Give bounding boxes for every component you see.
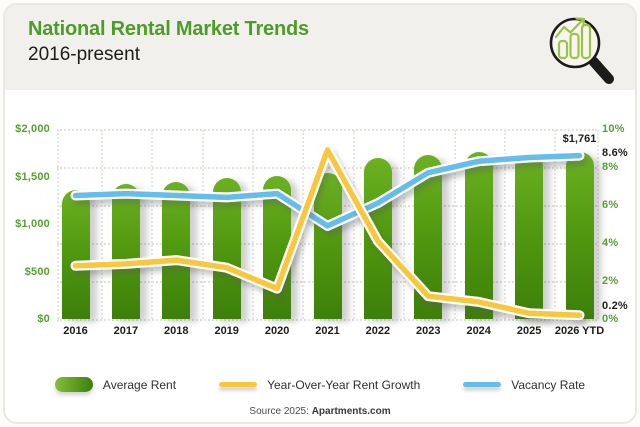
legend-label: Vacancy Rate: [511, 377, 586, 392]
magnifier-lens: [549, 17, 601, 69]
rent-growth-swatch-icon: [219, 382, 258, 387]
legend-label: Average Rent: [102, 377, 177, 392]
mini-bar-chart-icon: [554, 17, 592, 60]
legend-label: Year-Over-Year Rent Growth: [267, 377, 421, 392]
up-arrow-icon: [554, 18, 585, 39]
source-name: Apartments.com: [311, 406, 391, 417]
magnifier-handle: [588, 56, 614, 84]
average-rent-swatch-icon: [54, 377, 93, 392]
page-title: National Rental Market Trends: [28, 18, 309, 40]
magnifier-chart-icon: [549, 17, 614, 84]
vacancy-rate-swatch-icon: [463, 382, 502, 387]
page-subtitle: 2016-present: [28, 44, 140, 65]
source-note: Source 2025: Apartments.com: [0, 406, 640, 417]
legend-item-rent-growth: Year-Over-Year Rent Growth: [219, 378, 420, 392]
legend-item-average-rent: Average Rent: [54, 377, 177, 392]
header-band: National Rental Market Trends 2016-prese…: [5, 5, 635, 90]
legend-item-vacancy-rate: Vacancy Rate: [463, 378, 585, 392]
legend: Average Rent Year-Over-Year Rent Growth …: [0, 377, 640, 392]
source-prefix: Source 2025:: [249, 406, 309, 417]
title-block: National Rental Market Trends 2016-prese…: [28, 17, 309, 66]
